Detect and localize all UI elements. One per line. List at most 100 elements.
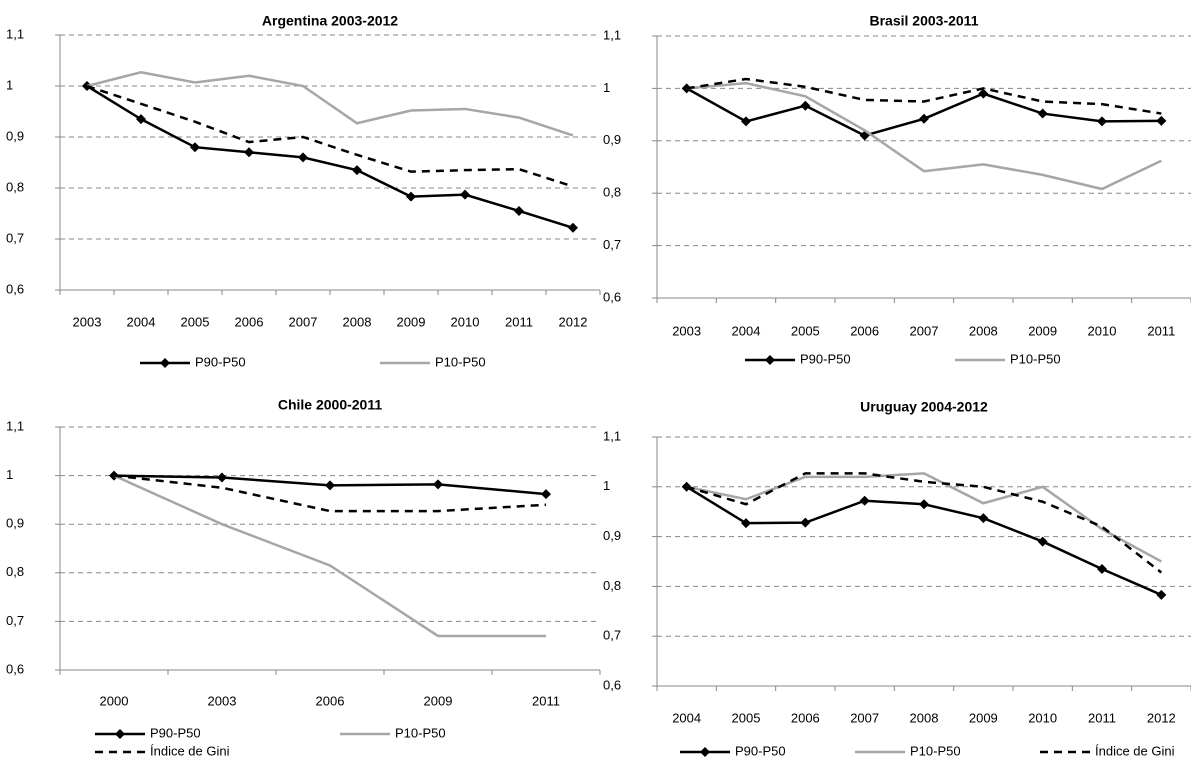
point: [919, 113, 929, 124]
y-tick-label: 0,7: [6, 230, 24, 245]
point: [741, 116, 751, 127]
point: [541, 489, 551, 500]
x-tick-label: 2011: [1147, 323, 1175, 338]
point: [190, 142, 200, 153]
x-tick-label: 2005: [791, 323, 820, 338]
x-tick-label: 2003: [73, 314, 102, 329]
point: [460, 189, 470, 200]
x-tick-label: 2009: [397, 314, 426, 329]
legend-marker: [160, 358, 170, 368]
legend-label: P90-P50: [150, 725, 201, 740]
x-tick-label: 2012: [559, 314, 588, 329]
point: [352, 165, 362, 176]
series-line: [686, 87, 1162, 137]
point: [406, 191, 416, 202]
point: [1097, 116, 1107, 127]
series-line: [686, 472, 1163, 574]
point: [568, 222, 578, 233]
y-tick-label: 1,1: [6, 418, 24, 433]
x-tick-label: 2005: [181, 314, 210, 329]
x-tick-label: 2004: [732, 323, 761, 338]
legend-marker: [115, 729, 125, 739]
point: [1037, 108, 1048, 119]
x-tick-label: 2007: [289, 314, 318, 329]
y-tick-label: 0,7: [603, 628, 621, 643]
legend-marker: [700, 747, 710, 757]
point: [325, 480, 335, 491]
x-tick-label: 2003: [672, 323, 701, 338]
x-tick-label: 2008: [343, 314, 372, 329]
series-line: [686, 81, 1162, 191]
point: [217, 472, 227, 483]
point: [1037, 536, 1048, 547]
chart-title: Uruguay 2004-2012: [860, 399, 988, 415]
point: [919, 499, 929, 510]
series-line: [86, 84, 574, 229]
y-tick-label: 0,8: [6, 564, 24, 579]
point: [136, 114, 146, 125]
y-tick-label: 0,9: [603, 528, 621, 543]
x-tick-label: 2004: [672, 710, 701, 725]
series-line: [86, 84, 574, 188]
y-tick-label: 0,6: [6, 281, 24, 296]
point: [514, 205, 524, 216]
y-tick-label: 1: [6, 467, 13, 482]
x-tick-label: 2006: [235, 314, 264, 329]
series-line: [686, 77, 1162, 115]
x-tick-label: 2006: [850, 323, 879, 338]
legend-marker: [765, 355, 775, 365]
point: [978, 513, 989, 524]
y-tick-label: 0,9: [6, 516, 24, 531]
x-tick-label: 2011: [532, 693, 560, 708]
x-tick-label: 2006: [316, 693, 345, 708]
x-tick-label: 2010: [451, 314, 480, 329]
x-tick-label: 2006: [791, 710, 820, 725]
y-tick-label: 1,1: [603, 27, 621, 42]
point: [1156, 115, 1167, 126]
x-tick-label: 2011: [505, 314, 533, 329]
y-tick-label: 1: [6, 77, 13, 92]
x-tick-label: 2008: [910, 710, 939, 725]
x-tick-label: 2010: [1028, 710, 1057, 725]
y-tick-label: 1: [603, 478, 610, 493]
legend-label: Índice de Gini: [150, 743, 230, 758]
legend-label: P90-P50: [735, 743, 786, 758]
y-tick-label: 0,8: [603, 578, 621, 593]
y-tick-label: 1: [603, 80, 610, 95]
chart-title: Brasil 2003-2011: [870, 13, 979, 29]
point: [244, 147, 254, 158]
y-tick-label: 0,8: [6, 179, 24, 194]
y-tick-label: 0,8: [603, 185, 621, 200]
series-line: [686, 472, 1162, 563]
x-tick-label: 2012: [1147, 710, 1176, 725]
x-tick-label: 2011: [1088, 710, 1116, 725]
y-tick-label: 0,9: [603, 132, 621, 147]
chart-title: Argentina 2003-2012: [262, 13, 398, 29]
legend-label: Índice de Gini: [1095, 743, 1175, 758]
y-tick-label: 0,6: [603, 677, 621, 692]
x-tick-label: 2009: [424, 693, 453, 708]
point: [1097, 563, 1107, 574]
point: [1156, 589, 1167, 600]
series-line: [113, 474, 547, 513]
point: [433, 479, 443, 490]
x-tick-label: 2005: [732, 710, 761, 725]
x-tick-label: 2007: [850, 710, 879, 725]
y-tick-label: 1,1: [6, 26, 24, 41]
legend-label: P10-P50: [395, 725, 446, 740]
y-tick-label: 0,9: [6, 128, 24, 143]
point: [859, 495, 870, 506]
x-tick-label: 2007: [910, 323, 939, 338]
y-tick-label: 0,6: [6, 661, 24, 676]
x-tick-label: 2010: [1088, 323, 1117, 338]
y-tick-label: 1,1: [603, 428, 621, 443]
point: [298, 152, 308, 163]
y-tick-label: 0,6: [603, 289, 621, 304]
x-tick-label: 2003: [208, 693, 237, 708]
legend-label: P10-P50: [1010, 351, 1061, 366]
y-tick-label: 0,7: [6, 613, 24, 628]
chart-title: Chile 2000-2011: [278, 397, 383, 413]
x-tick-label: 2009: [969, 710, 998, 725]
